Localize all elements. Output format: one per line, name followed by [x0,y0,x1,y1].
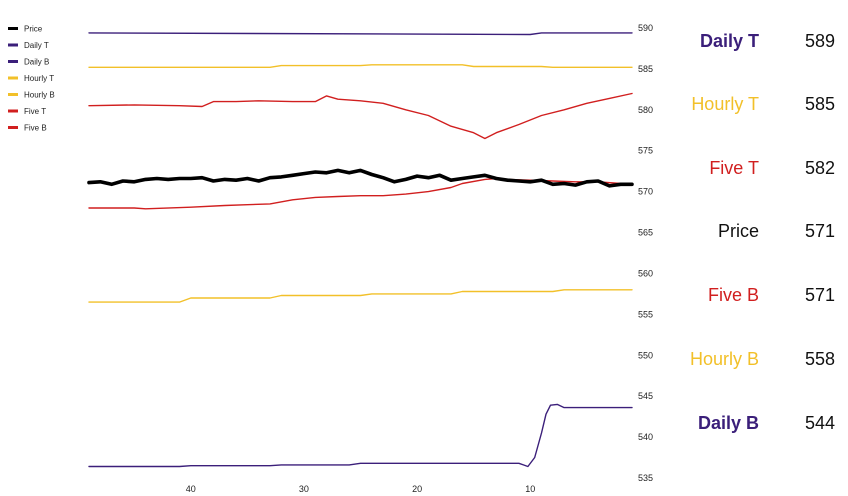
y-tick-label: 550 [638,350,653,360]
side-label-five-b: Five B [708,285,759,305]
y-axis-ticks: 535 540 545 550 555 560 565 570 575 580 585 590 [638,23,653,483]
y-tick-label: 535 [638,473,653,483]
legend-swatch-five-t [8,109,18,113]
series-lines [87,32,634,468]
y-tick-label: 590 [638,23,653,33]
legend-label-hourly-t: Hourly T [24,74,54,83]
legend-swatch-daily-t [8,43,18,47]
legend-label-hourly-b: Hourly B [24,91,55,100]
y-tick-label: 580 [638,105,653,115]
legend-label-five-b: Five B [24,124,47,133]
legend-swatch-hourly-t [8,76,18,80]
y-tick-label: 540 [638,432,653,442]
side-label-hourly-b: Hourly B [690,349,759,369]
legend: Price Daily T Daily B Hourly T Hourly B Five … [8,25,55,133]
legend-label-five-t: Five T [24,107,46,116]
side-value-daily-t: 589 [805,31,835,51]
legend-swatch-price [8,27,18,30]
series-line-daily-b [88,403,633,468]
side-label-daily-b: Daily B [698,413,759,433]
y-tick-label: 585 [638,64,653,74]
x-tick-label: 40 [186,484,196,494]
series-line-hourly-t [88,64,633,68]
y-tick-label: 570 [638,187,653,197]
y-tick-label: 545 [638,391,653,401]
side-value-hourly-t: 585 [805,94,835,114]
side-label-hourly-t: Hourly T [691,94,759,114]
y-tick-label: 560 [638,269,653,279]
legend-label-daily-t: Daily T [24,41,49,50]
series-line-five-t [88,92,633,140]
x-tick-label: 20 [412,484,422,494]
x-axis-ticks: 40 30 20 10 [186,484,535,494]
side-value-price: 571 [805,221,835,241]
legend-label-price: Price [24,25,43,34]
side-value-daily-b: 544 [805,413,835,433]
side-label-price: Price [718,221,759,241]
series-line-hourly-b [88,289,633,303]
y-tick-label: 565 [638,228,653,238]
x-tick-label: 30 [299,484,309,494]
side-label-daily-t: Daily T [700,31,759,51]
series-line-daily-t [88,32,633,36]
side-value-hourly-b: 558 [805,349,835,369]
side-label-five-t: Five T [709,158,759,178]
x-tick-label: 10 [525,484,535,494]
y-tick-label: 555 [638,309,653,319]
y-tick-label: 575 [638,146,653,156]
legend-swatch-daily-b [8,60,18,63]
series-line-five-b [88,177,633,210]
side-value-panel: Daily T 589 Hourly T 585 Five T 582 Price 571 Fi… [690,31,835,433]
legend-label-daily-b: Daily B [24,58,49,67]
series-line-price [87,168,634,188]
legend-swatch-five-b [8,126,18,129]
side-value-five-t: 582 [805,158,835,178]
legend-swatch-hourly-b [8,93,18,96]
side-value-five-b: 571 [805,285,835,305]
